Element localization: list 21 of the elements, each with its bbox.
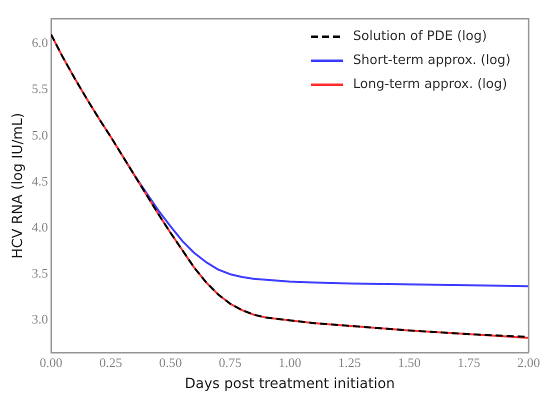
x-tick-label: 2.00	[517, 354, 540, 370]
y-tick-label: 3.0	[32, 312, 48, 327]
y-tick-label: 6.0	[32, 35, 48, 50]
y-tick-label: 3.5	[32, 266, 48, 281]
y-tick-label: 5.5	[32, 81, 48, 96]
x-tick-label: 0.00	[40, 354, 62, 370]
x-tick-label: 1.00	[278, 354, 302, 370]
x-tick-label: 1.75	[458, 354, 480, 370]
x-tick-label: 0.25	[99, 354, 122, 370]
y-axis-title: HCV RNA (log IU/mL)	[10, 112, 26, 259]
x-tick-label: 1.25	[338, 354, 361, 370]
legend-label: Short-term approx. (log)	[353, 53, 511, 68]
y-tick-label: 4.5	[32, 173, 48, 188]
legend-label: Solution of PDE (log)	[353, 29, 487, 44]
legend-label: Long-term approx. (log)	[353, 77, 508, 92]
x-tick-label: 0.50	[159, 354, 182, 370]
x-axis-title: Days post treatment initiation	[184, 376, 395, 392]
x-tick-label: 1.50	[398, 354, 421, 370]
x-tick-label: 0.75	[218, 354, 242, 370]
y-tick-label: 4.0	[32, 220, 48, 235]
y-tick-label: 5.0	[32, 127, 48, 142]
